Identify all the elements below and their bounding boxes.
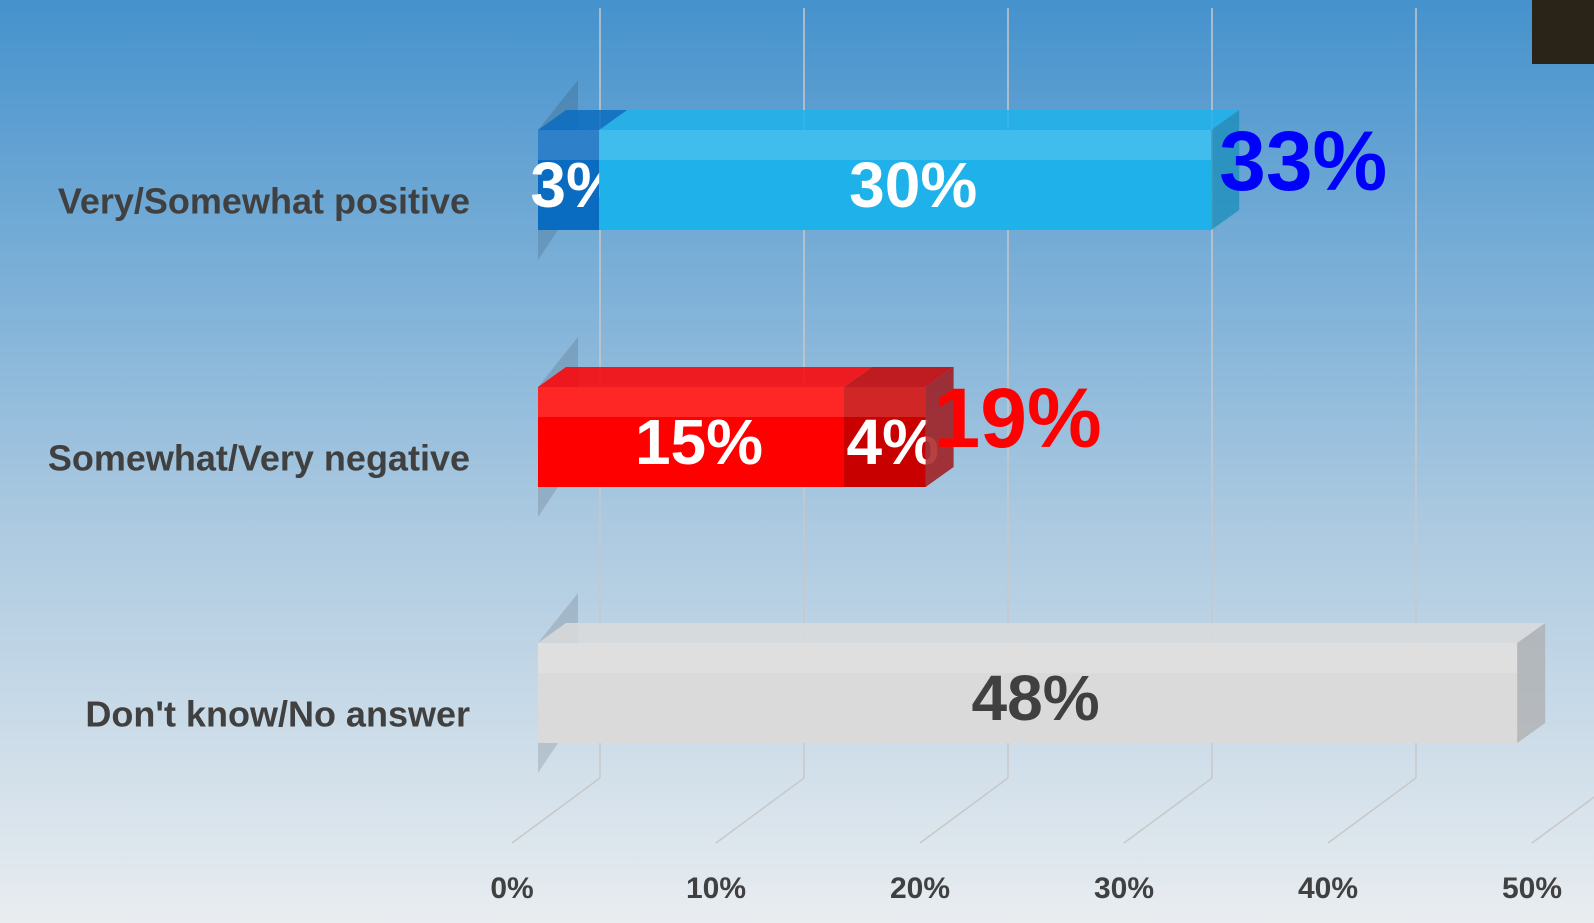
category-label: Very/Somewhat positive	[58, 181, 470, 222]
x-tick-label: 30%	[1094, 872, 1154, 905]
bar	[538, 130, 600, 230]
bar-highlight	[599, 130, 1212, 160]
bar-top	[538, 367, 872, 387]
bar-highlight	[538, 387, 844, 417]
x-tick-label: 40%	[1298, 872, 1358, 905]
bar-side-shade	[1211, 110, 1240, 230]
bar	[599, 130, 1212, 230]
x-tick-label: 20%	[890, 872, 950, 905]
bar-side	[925, 367, 954, 487]
total-label: 33%	[1219, 114, 1387, 208]
grid-line	[1531, 796, 1594, 844]
corner-image	[1532, 0, 1594, 64]
total-label: 19%	[934, 371, 1102, 465]
bar	[538, 643, 1518, 743]
x-tick-label: 0%	[490, 872, 533, 905]
bar-highlight	[538, 130, 600, 160]
category-label: Don't know/No answer	[85, 694, 470, 735]
value-label: 15%	[635, 406, 763, 478]
bar-top	[538, 110, 628, 130]
grid-line	[715, 777, 805, 844]
bar-side-shade	[1517, 623, 1546, 743]
bar-top	[538, 623, 1546, 643]
bar-side	[1517, 623, 1546, 743]
x-tick-label: 10%	[686, 872, 746, 905]
value-label: 30%	[849, 149, 977, 221]
bar-highlight	[538, 643, 1518, 673]
bar-highlight	[844, 387, 926, 417]
x-tick-label: 50%	[1502, 872, 1562, 905]
bar-side-shade	[925, 367, 954, 487]
value-label: 48%	[972, 662, 1100, 734]
bar-top	[599, 110, 1240, 130]
bar	[844, 387, 926, 487]
bar-side	[1211, 110, 1240, 230]
grid-line	[1123, 777, 1213, 844]
grid-line	[919, 777, 1009, 844]
grid-line	[1327, 777, 1417, 844]
bar-top	[844, 367, 954, 387]
value-label: 4%	[847, 406, 940, 478]
category-label: Somewhat/Very negative	[48, 438, 470, 479]
grid-line	[511, 777, 601, 844]
bar	[538, 387, 844, 487]
